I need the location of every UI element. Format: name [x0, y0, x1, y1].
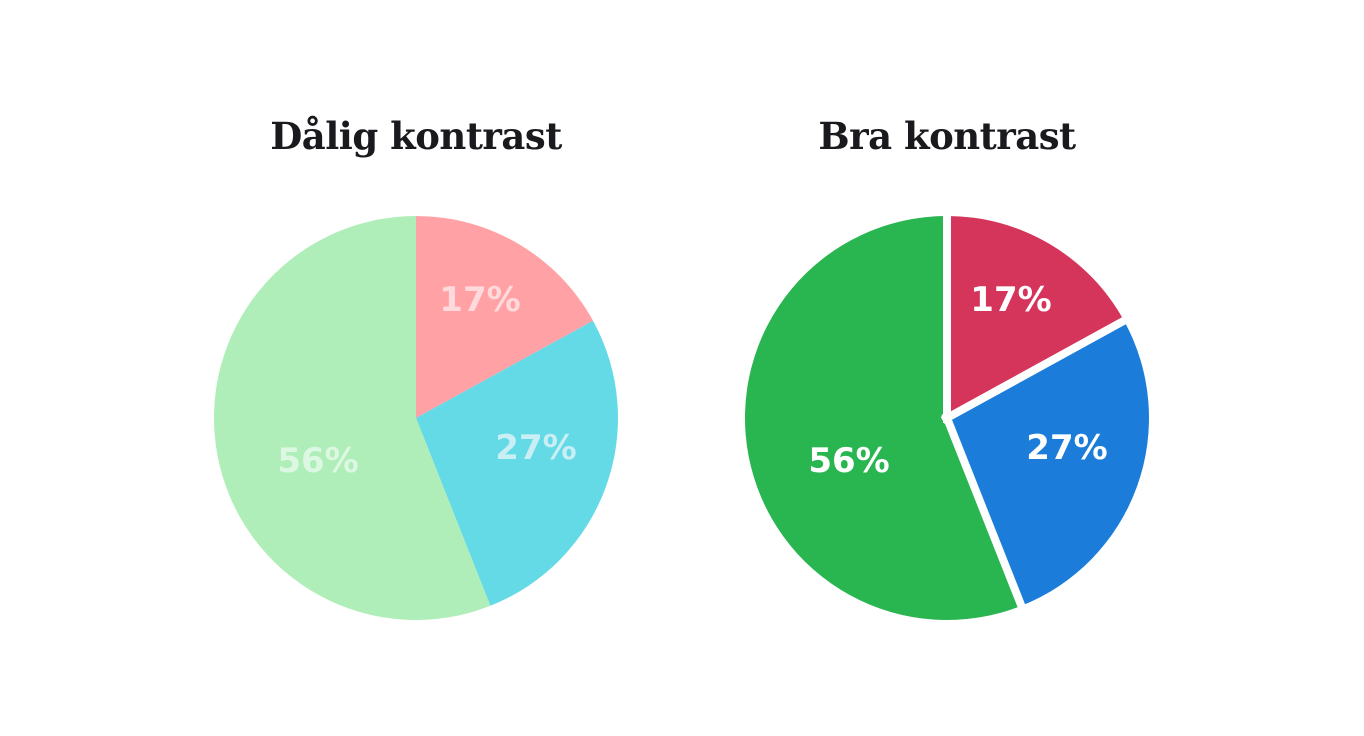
slice-label-56pct: 56% — [277, 441, 358, 481]
pie-slice-17pct — [416, 216, 594, 418]
slice-label-56pct: 56% — [808, 441, 889, 481]
slice-label-17pct: 17% — [439, 280, 520, 320]
pie-chart-bad-contrast: 17% 27% 56% — [213, 216, 618, 620]
slice-label-27pct: 27% — [495, 428, 576, 468]
chart-title-bad-contrast: Dålig kontrast — [270, 114, 562, 158]
chart-title-good-contrast: Bra kontrast — [818, 114, 1076, 158]
slice-label-27pct: 27% — [1026, 428, 1107, 468]
pie-slice-56pct — [213, 216, 491, 620]
chart-panel-bad-contrast: Dålig kontrast 17% 27% 56% — [206, 0, 626, 736]
chart-panel-good-contrast: Bra kontrast 17% 27% 56% — [737, 0, 1157, 736]
pie-slice-27pct — [416, 320, 618, 606]
pie-slice-17pct — [947, 216, 1125, 418]
slice-label-17pct: 17% — [970, 280, 1051, 320]
slice-separator — [941, 411, 1029, 617]
slice-separator — [940, 312, 1135, 424]
pie-slice-56pct — [744, 216, 1022, 620]
pie-chart-good-contrast: 17% 27% 56% — [744, 208, 1149, 620]
